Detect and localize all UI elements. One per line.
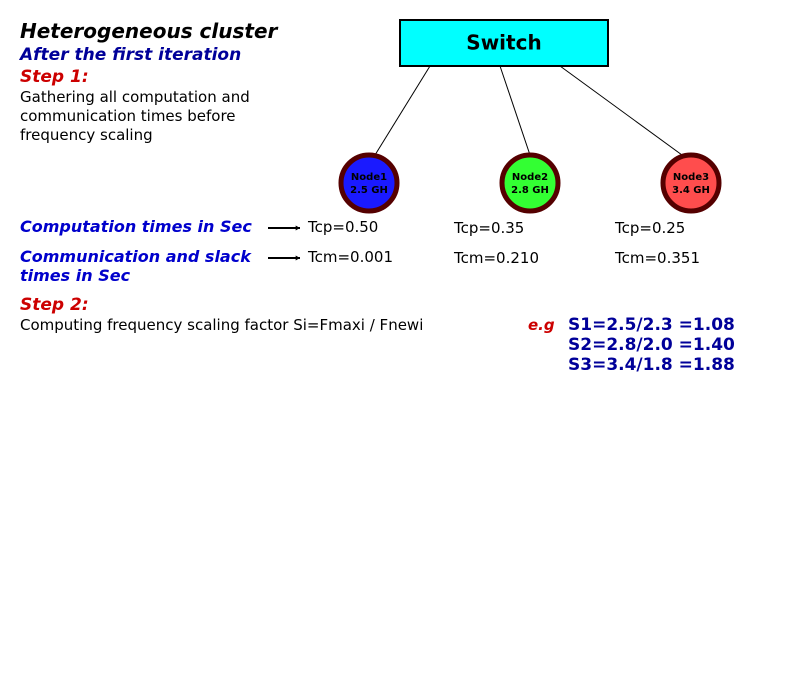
step1-label: Step 1: — [20, 67, 89, 87]
node-freq: 3.4 GH — [672, 185, 710, 196]
scaling-example: S2=2.8/2.0 =1.40 — [568, 335, 735, 355]
diagram-canvas: Switch Heterogeneous cluster After the f… — [0, 0, 800, 698]
node-freq: 2.5 GH — [350, 185, 388, 196]
row-comp-label: Computation times in Sec — [20, 217, 252, 236]
switch-label: Switch — [466, 31, 541, 55]
row-comm-label: Communication and slacktimes in Sec — [20, 247, 252, 285]
row-comp-values: Tcp=0.50 Tcp=0.35 Tcp=0.25 — [307, 218, 685, 237]
title: Heterogeneous cluster — [20, 19, 279, 43]
row-comm-label-line: times in Sec — [20, 266, 131, 285]
subtitle: After the first iteration — [18, 45, 241, 65]
edge — [500, 66, 530, 155]
step1-body: Gathering all computation andcommunicati… — [20, 88, 250, 144]
step2-examples: S1=2.5/2.3 =1.08S2=2.8/2.0 =1.40S3=3.4/1… — [568, 315, 735, 375]
tcm-value: Tcm=0.210 — [453, 249, 539, 267]
switch-box: Switch — [400, 20, 608, 66]
row-comm-values: Tcm=0.001 Tcm=0.210 Tcm=0.351 — [307, 248, 700, 267]
tcp-value: Tcp=0.25 — [614, 219, 685, 237]
cluster-node: Node1 2.5 GH — [341, 155, 397, 211]
tcp-value: Tcp=0.50 — [307, 218, 378, 236]
tcm-value: Tcm=0.351 — [614, 249, 700, 267]
step2-body: Computing frequency scaling factor Si=Fm… — [20, 316, 423, 334]
edge — [560, 66, 682, 155]
node-name: Node1 — [351, 172, 387, 183]
row-comm-label-line: Communication and slack — [20, 247, 252, 266]
cluster-node: Node2 2.8 GH — [502, 155, 558, 211]
edge — [375, 66, 430, 155]
tcp-value: Tcp=0.35 — [453, 219, 524, 237]
tcm-value: Tcm=0.001 — [307, 248, 393, 266]
node-name: Node2 — [512, 172, 548, 183]
step2-label: Step 2: — [20, 295, 89, 315]
scaling-example: S1=2.5/2.3 =1.08 — [568, 315, 735, 335]
cluster-node: Node3 3.4 GH — [663, 155, 719, 211]
node-name: Node3 — [673, 172, 709, 183]
row-comp-arrow — [268, 226, 300, 231]
row-comm-arrow — [268, 256, 300, 261]
step1-body-line: communication times before — [20, 107, 236, 125]
nodes-group: Node1 2.5 GH Node2 2.8 GH Node3 3.4 GH — [341, 155, 719, 211]
step2-eg: e.g — [528, 316, 555, 334]
node-freq: 2.8 GH — [511, 185, 549, 196]
step1-body-line: frequency scaling — [20, 126, 153, 144]
step1-body-line: Gathering all computation and — [20, 88, 250, 106]
scaling-example: S3=3.4/1.8 =1.88 — [568, 355, 735, 375]
edges-group — [375, 66, 682, 155]
